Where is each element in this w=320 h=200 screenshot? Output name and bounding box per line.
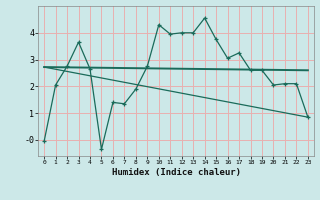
X-axis label: Humidex (Indice chaleur): Humidex (Indice chaleur)	[111, 168, 241, 177]
